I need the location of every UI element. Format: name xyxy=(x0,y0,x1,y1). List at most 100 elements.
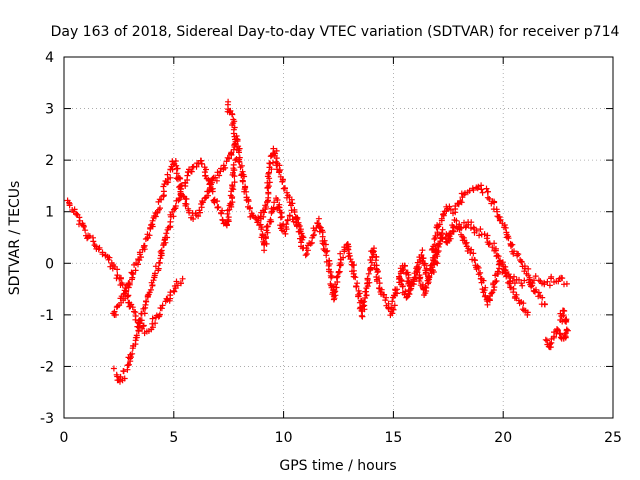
grid-lines xyxy=(64,57,613,418)
data-marker xyxy=(389,298,396,305)
data-marker xyxy=(323,252,330,259)
data-marker xyxy=(425,273,432,280)
data-marker xyxy=(126,280,133,287)
data-marker xyxy=(141,242,148,249)
data-marker xyxy=(158,305,165,312)
data-marker xyxy=(157,205,163,212)
data-marker xyxy=(239,177,246,184)
data-marker xyxy=(164,171,171,178)
data-marker xyxy=(91,242,98,249)
data-marker xyxy=(438,217,445,224)
data-marker xyxy=(178,182,185,189)
data-marker xyxy=(493,245,499,252)
data-marker xyxy=(525,265,532,272)
data-marker xyxy=(138,317,145,324)
data-marker xyxy=(224,154,231,161)
data-marker xyxy=(284,217,291,224)
data-marker xyxy=(556,330,563,337)
data-marker xyxy=(350,267,357,274)
data-marker xyxy=(321,237,328,244)
data-marker xyxy=(514,252,521,259)
data-marker xyxy=(510,289,517,296)
data-marker xyxy=(308,239,315,246)
data-marker xyxy=(446,235,453,242)
data-marker xyxy=(378,286,385,293)
data-marker xyxy=(369,248,376,255)
data-marker xyxy=(203,166,209,173)
data-marker xyxy=(291,209,298,215)
x-tick-label: 0 xyxy=(60,430,69,446)
data-marker xyxy=(477,226,484,233)
data-marker xyxy=(535,289,542,296)
data-marker xyxy=(488,290,495,297)
data-marker xyxy=(337,250,344,257)
data-marker xyxy=(486,196,493,202)
data-marker xyxy=(542,336,549,343)
data-marker xyxy=(164,226,171,233)
x-tick-label: 20 xyxy=(494,430,512,446)
y-tick-label: 0 xyxy=(45,256,54,272)
data-marker xyxy=(559,275,566,282)
data-marker xyxy=(355,293,362,300)
data-marker xyxy=(533,286,539,293)
data-marker xyxy=(202,172,209,179)
data-marker xyxy=(117,275,124,282)
data-marker xyxy=(446,203,453,210)
data-marker xyxy=(230,126,237,133)
data-marker xyxy=(158,250,165,257)
data-marker xyxy=(526,276,533,283)
data-marker xyxy=(128,354,134,361)
data-marker xyxy=(177,186,184,193)
data-marker xyxy=(520,300,527,307)
data-marker xyxy=(439,226,446,233)
data-marker xyxy=(233,146,240,153)
data-marker xyxy=(557,310,564,317)
data-marker xyxy=(310,231,317,238)
data-marker xyxy=(351,262,357,268)
data-marker xyxy=(546,282,553,289)
data-marker xyxy=(277,214,284,221)
data-marker xyxy=(563,326,570,333)
data-marker xyxy=(262,234,269,241)
data-marker xyxy=(140,322,147,329)
data-marker xyxy=(418,252,425,258)
data-marker xyxy=(167,218,174,225)
y-tick-label: 2 xyxy=(45,153,54,169)
data-marker xyxy=(164,234,171,241)
data-marker xyxy=(71,206,78,213)
data-marker xyxy=(112,311,119,318)
data-marker xyxy=(482,284,489,291)
data-marker xyxy=(468,219,475,226)
data-marker xyxy=(348,258,355,265)
data-marker xyxy=(273,195,280,202)
data-marker xyxy=(185,205,192,212)
data-marker xyxy=(232,138,239,145)
data-marker xyxy=(376,275,382,282)
data-marker xyxy=(474,185,481,192)
data-marker xyxy=(154,209,161,216)
data-marker xyxy=(261,247,268,254)
data-marker xyxy=(382,297,389,304)
data-marker xyxy=(470,250,477,257)
data-marker xyxy=(281,185,288,191)
data-marker xyxy=(453,217,460,224)
data-marker xyxy=(394,286,400,293)
data-marker xyxy=(155,265,162,272)
data-marker xyxy=(265,170,272,177)
data-marker xyxy=(307,240,314,247)
data-marker xyxy=(315,215,322,222)
data-marker xyxy=(331,295,338,302)
data-marker xyxy=(96,244,103,251)
data-marker xyxy=(477,269,484,276)
data-marker xyxy=(276,169,283,176)
data-marker xyxy=(555,327,561,334)
data-marker xyxy=(138,254,144,261)
y-tick-label: 3 xyxy=(45,102,54,118)
data-marker xyxy=(178,280,184,287)
data-marker xyxy=(412,274,419,281)
data-marker xyxy=(362,288,369,295)
data-marker xyxy=(419,247,426,254)
data-marker xyxy=(261,209,268,216)
data-marker xyxy=(86,233,93,240)
data-marker xyxy=(416,278,423,284)
